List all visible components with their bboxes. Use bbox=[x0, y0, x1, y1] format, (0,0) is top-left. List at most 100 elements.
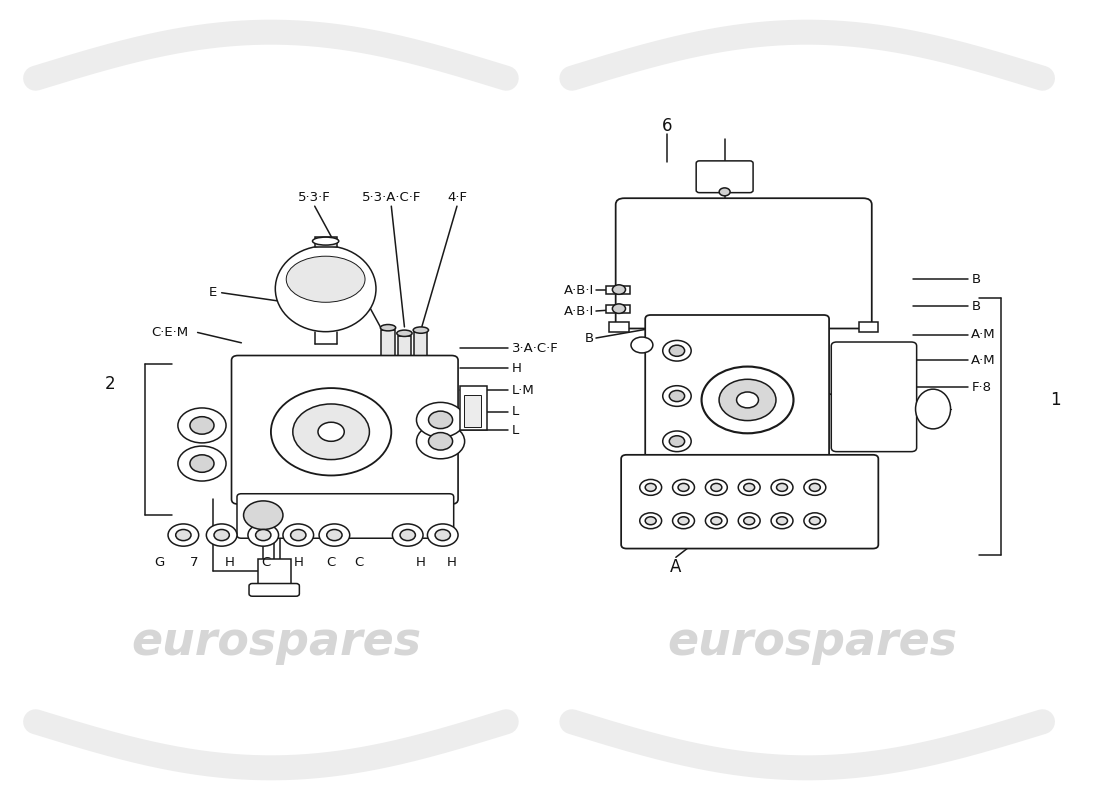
Circle shape bbox=[719, 188, 730, 196]
Ellipse shape bbox=[275, 246, 376, 332]
Text: A·B·I: A·B·I bbox=[563, 305, 594, 318]
Text: A·M: A·M bbox=[971, 328, 996, 342]
Bar bbox=[415, 333, 428, 362]
Text: E: E bbox=[209, 286, 218, 299]
Text: L: L bbox=[512, 424, 519, 437]
Circle shape bbox=[738, 479, 760, 495]
Circle shape bbox=[672, 513, 694, 529]
Text: eurospares: eurospares bbox=[668, 620, 958, 665]
Bar bbox=[460, 386, 486, 430]
Circle shape bbox=[318, 422, 344, 442]
Circle shape bbox=[613, 304, 626, 314]
Bar bbox=[463, 395, 481, 427]
Circle shape bbox=[646, 483, 657, 491]
Text: G: G bbox=[154, 556, 164, 570]
Text: 5·3·A·C·F: 5·3·A·C·F bbox=[362, 191, 421, 204]
Circle shape bbox=[613, 285, 626, 294]
Circle shape bbox=[176, 530, 191, 541]
Circle shape bbox=[207, 524, 236, 546]
Circle shape bbox=[705, 513, 727, 529]
Circle shape bbox=[243, 501, 283, 530]
Text: C: C bbox=[327, 556, 336, 570]
Circle shape bbox=[678, 517, 689, 525]
Circle shape bbox=[810, 517, 821, 525]
Circle shape bbox=[705, 479, 727, 495]
Circle shape bbox=[804, 479, 826, 495]
Circle shape bbox=[327, 530, 342, 541]
Circle shape bbox=[290, 530, 306, 541]
Ellipse shape bbox=[381, 325, 396, 331]
FancyBboxPatch shape bbox=[231, 355, 458, 504]
Text: 1: 1 bbox=[1050, 391, 1060, 409]
Circle shape bbox=[640, 479, 661, 495]
FancyBboxPatch shape bbox=[249, 583, 299, 596]
Circle shape bbox=[744, 517, 755, 525]
Text: H: H bbox=[512, 362, 521, 374]
FancyBboxPatch shape bbox=[236, 494, 453, 538]
Circle shape bbox=[646, 517, 657, 525]
Circle shape bbox=[777, 483, 788, 491]
Circle shape bbox=[669, 436, 684, 447]
Circle shape bbox=[702, 366, 793, 434]
Circle shape bbox=[393, 524, 424, 546]
Circle shape bbox=[631, 337, 653, 353]
Circle shape bbox=[672, 479, 694, 495]
Circle shape bbox=[711, 517, 722, 525]
Text: B: B bbox=[971, 273, 980, 286]
Text: B: B bbox=[971, 300, 980, 313]
Circle shape bbox=[271, 388, 392, 475]
Bar bbox=[606, 305, 630, 313]
Text: H: H bbox=[294, 556, 304, 570]
Circle shape bbox=[429, 411, 452, 429]
FancyBboxPatch shape bbox=[621, 455, 878, 549]
Circle shape bbox=[178, 446, 226, 481]
Bar bbox=[382, 330, 395, 360]
Circle shape bbox=[178, 408, 226, 443]
Circle shape bbox=[400, 530, 416, 541]
Text: C: C bbox=[261, 556, 271, 570]
Text: 7: 7 bbox=[190, 556, 199, 570]
Circle shape bbox=[662, 386, 691, 406]
Circle shape bbox=[248, 524, 278, 546]
Ellipse shape bbox=[414, 327, 429, 334]
Circle shape bbox=[190, 455, 214, 472]
FancyBboxPatch shape bbox=[696, 161, 754, 193]
Circle shape bbox=[738, 513, 760, 529]
Text: 3·A·C·F: 3·A·C·F bbox=[512, 342, 559, 355]
Circle shape bbox=[168, 524, 199, 546]
Text: C: C bbox=[354, 556, 363, 570]
Circle shape bbox=[678, 483, 689, 491]
FancyBboxPatch shape bbox=[646, 315, 829, 467]
Text: B: B bbox=[585, 331, 594, 345]
Circle shape bbox=[283, 524, 313, 546]
Text: A·M: A·M bbox=[971, 354, 996, 366]
Circle shape bbox=[669, 390, 684, 402]
Bar bbox=[315, 237, 337, 246]
Circle shape bbox=[214, 530, 229, 541]
Text: C·E·M: C·E·M bbox=[152, 326, 189, 339]
Circle shape bbox=[804, 513, 826, 529]
Circle shape bbox=[771, 479, 793, 495]
Text: eurospares: eurospares bbox=[131, 620, 421, 665]
Text: 4·F: 4·F bbox=[447, 191, 468, 204]
Text: H: H bbox=[447, 556, 456, 570]
Text: A: A bbox=[670, 558, 682, 576]
Circle shape bbox=[640, 513, 661, 529]
Text: A·B·I: A·B·I bbox=[563, 284, 594, 297]
Circle shape bbox=[255, 530, 271, 541]
Bar bbox=[257, 559, 290, 590]
Circle shape bbox=[737, 392, 759, 408]
Bar bbox=[398, 336, 411, 366]
Circle shape bbox=[428, 524, 458, 546]
Text: L·M: L·M bbox=[512, 384, 535, 397]
Circle shape bbox=[669, 345, 684, 356]
Ellipse shape bbox=[397, 330, 412, 337]
Bar bbox=[606, 286, 630, 294]
Circle shape bbox=[190, 417, 214, 434]
Circle shape bbox=[711, 483, 722, 491]
Ellipse shape bbox=[312, 237, 339, 245]
Circle shape bbox=[744, 483, 755, 491]
Text: L: L bbox=[512, 406, 519, 418]
Circle shape bbox=[436, 530, 450, 541]
Circle shape bbox=[662, 341, 691, 361]
